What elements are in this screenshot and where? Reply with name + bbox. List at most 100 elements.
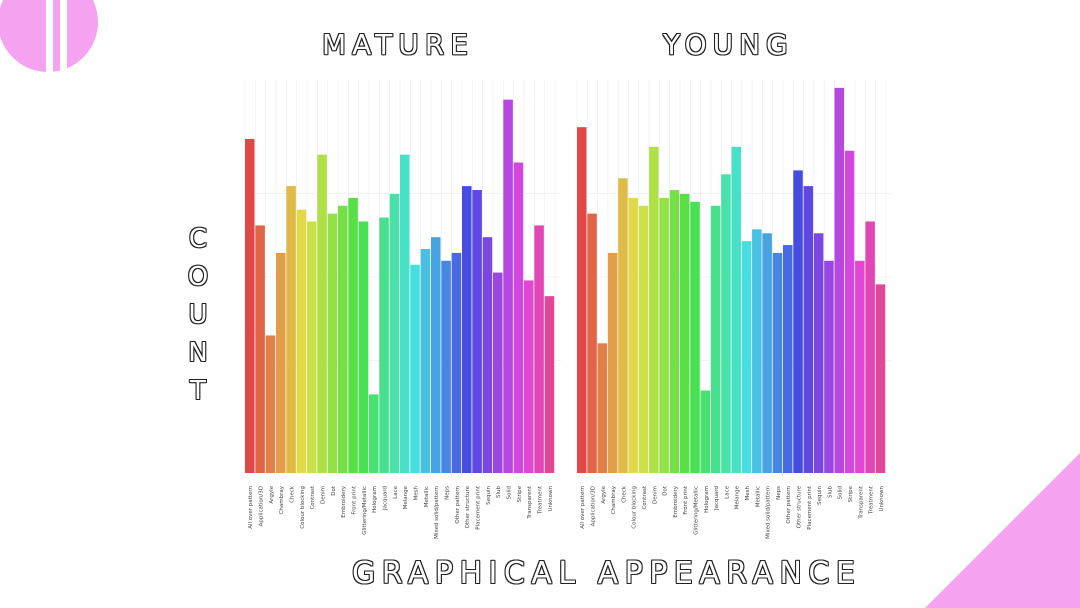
x-tick-label: Sequin <box>486 485 492 504</box>
x-tick-label: Solid <box>838 486 844 499</box>
bar <box>431 237 441 473</box>
x-tick-label: Other structure <box>796 485 802 528</box>
bar <box>400 154 410 474</box>
y-axis-label-letter: C <box>188 224 208 254</box>
bar <box>793 170 803 473</box>
x-tick-label: Mixed solid/pattern <box>434 485 440 538</box>
x-tick-label: Other pattern <box>455 485 461 523</box>
y-axis-label-letter: N <box>188 338 208 368</box>
bar <box>834 87 844 474</box>
bar <box>875 284 886 473</box>
x-tick-label: Application/3D <box>590 486 596 526</box>
bar <box>358 221 369 473</box>
bar <box>587 213 597 473</box>
bar <box>286 186 296 474</box>
bar <box>472 190 482 474</box>
x-tick-label: Treatment <box>538 485 544 515</box>
bar <box>513 162 524 473</box>
x-tick-label: Solid <box>507 486 513 499</box>
x-tick-label: Other pattern <box>786 485 792 523</box>
bar <box>824 260 834 473</box>
bar <box>420 248 431 473</box>
x-tick-label: Front print <box>683 485 689 514</box>
x-tick-label: Mesh <box>414 485 420 500</box>
x-tick-label: Glittering/Metallic <box>362 486 368 535</box>
x-tick-label: Lace <box>393 485 399 498</box>
bar <box>813 233 824 473</box>
bar <box>389 193 400 473</box>
bar <box>690 201 700 473</box>
x-tick-label: Glittering/Metallic <box>693 486 699 535</box>
x-tick-label: Mesh <box>745 485 751 500</box>
x-tick-label: Colour blocking <box>632 486 638 529</box>
bar <box>597 343 608 473</box>
x-tick-label: Dot <box>331 485 337 496</box>
bar <box>844 150 855 474</box>
bar <box>245 138 255 473</box>
x-tick-label: Stripe <box>517 485 523 502</box>
x-tick-label: Contrast <box>310 485 316 509</box>
bar <box>379 217 389 473</box>
bar <box>710 205 721 473</box>
y-axis-label-letter: O <box>187 262 209 292</box>
decorative-triangle <box>925 453 1080 608</box>
x-tick-label: Argyle <box>601 485 607 503</box>
x-tick-label: Melange <box>735 485 741 509</box>
x-tick-label: Check <box>290 485 296 503</box>
bar <box>524 280 534 473</box>
x-tick-label: Hologram <box>372 486 378 513</box>
bar <box>441 260 451 473</box>
bar <box>721 174 731 473</box>
x-tick-label: Check <box>621 485 627 503</box>
bar <box>731 146 741 473</box>
x-tick-label: Application/3D <box>259 486 265 526</box>
x-tick-label: Neps <box>776 486 782 500</box>
bar <box>410 264 420 473</box>
bar <box>265 335 276 473</box>
x-tick-label: Chambray <box>611 485 617 514</box>
x-tick-label: Hologram <box>704 486 710 513</box>
bar <box>544 296 555 473</box>
bar <box>783 245 793 473</box>
bar <box>680 193 690 473</box>
x-tick-label: Transparent <box>527 485 533 519</box>
x-tick-label: Other structure <box>465 485 471 528</box>
x-tick-label: Front print <box>352 485 358 514</box>
x-tick-label: Argyle <box>269 485 275 503</box>
bar <box>327 213 338 473</box>
x-tick-label: Treatment <box>869 485 875 515</box>
bar <box>772 252 783 473</box>
x-tick-label: Denim <box>321 486 327 504</box>
bar <box>493 272 503 473</box>
decorative-stripe <box>46 0 53 72</box>
bar <box>607 252 618 473</box>
x-tick-label: Unknown <box>879 486 885 512</box>
panel-title-young: YOUNG <box>663 28 794 61</box>
bar <box>752 229 762 473</box>
x-tick-label: Denim <box>652 486 658 504</box>
x-tick-label: Lace <box>724 485 730 498</box>
bar <box>618 178 628 473</box>
x-tick-label: Neps <box>445 486 451 500</box>
bar <box>741 241 752 473</box>
bar <box>307 221 317 473</box>
bar <box>338 205 348 473</box>
x-tick-label: Unknown <box>548 486 554 512</box>
x-tick-label: Mixed solid/pattern <box>766 485 772 538</box>
bar <box>762 233 772 473</box>
bar <box>577 127 587 473</box>
x-tick-label: All over pattern <box>248 485 254 528</box>
x-tick-label: Colour blocking <box>300 486 306 529</box>
bar <box>659 197 669 473</box>
x-tick-label: Contrast <box>642 485 648 509</box>
x-tick-label: Metallic <box>424 486 430 507</box>
x-tick-label: Placement print <box>476 485 482 530</box>
bar <box>700 390 711 473</box>
x-tick-label: Placement print <box>807 485 813 530</box>
bar <box>369 394 379 473</box>
x-tick-label: Jacquard <box>714 486 720 511</box>
x-tick-label: All over pattern <box>580 485 586 528</box>
x-tick-label: Stripe <box>848 485 854 502</box>
bar <box>296 209 307 473</box>
